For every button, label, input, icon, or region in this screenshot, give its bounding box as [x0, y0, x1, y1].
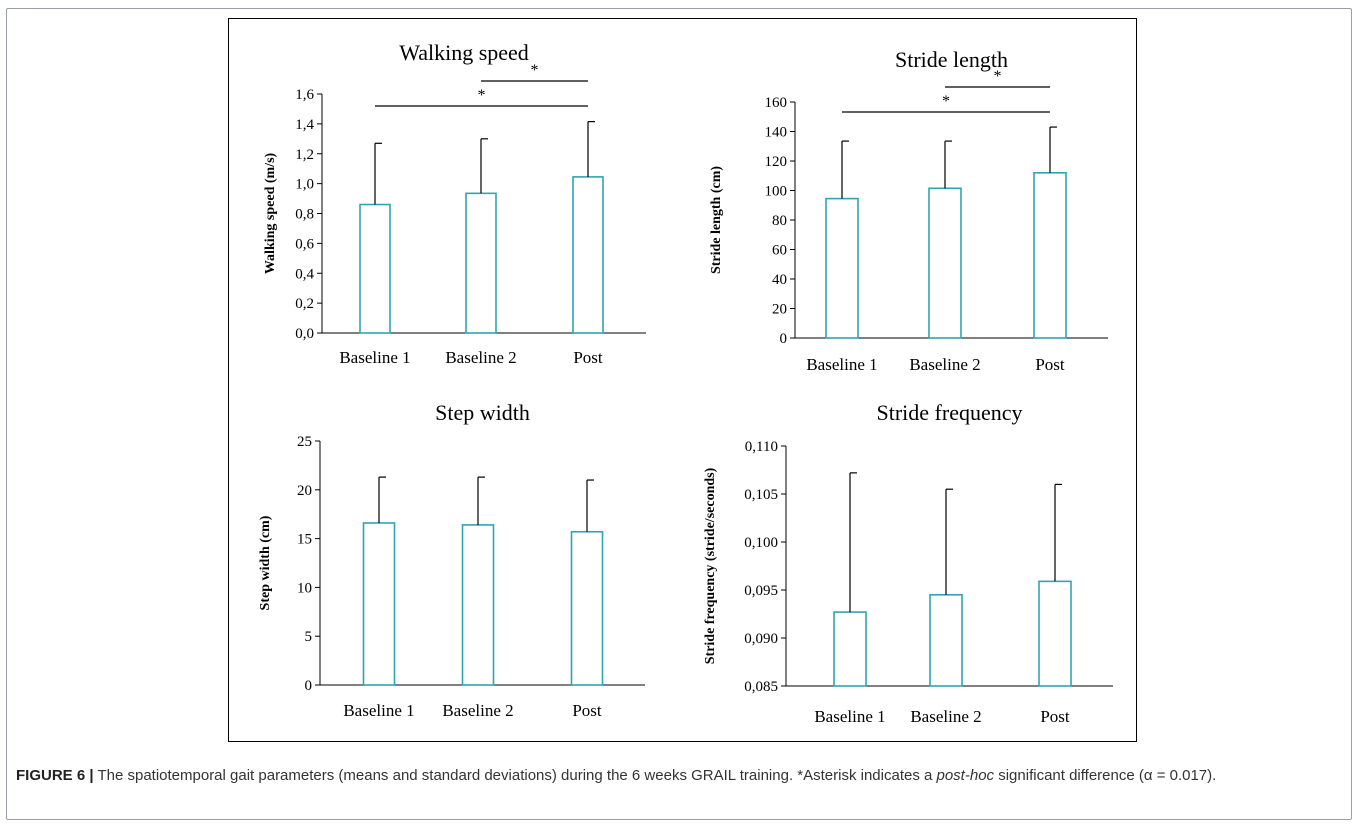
category-label: Baseline 1 — [806, 355, 877, 374]
bar-baseline-1 — [362, 522, 396, 686]
y-tick-label: 0,2 — [295, 296, 314, 312]
bar-post — [1033, 172, 1067, 339]
y-tick-label: 1,4 — [295, 117, 314, 133]
figure-caption: FIGURE 6 | The spatiotemporal gait param… — [16, 765, 1336, 787]
y-axis-label: Walking speed (m/s) — [263, 152, 278, 274]
y-tick-label: 0,105 — [744, 487, 778, 503]
category-label: Baseline 1 — [343, 701, 414, 720]
significance-asterisk: * — [994, 68, 1002, 85]
chart-title: Walking speed — [399, 40, 529, 65]
bar-baseline-1 — [825, 197, 859, 339]
y-tick-label: 0,085 — [744, 679, 778, 695]
significance-asterisk: * — [942, 93, 950, 110]
chart-grid — [228, 18, 1137, 742]
figure-frame — [6, 8, 1352, 820]
figure-label: FIGURE 6 — [16, 767, 86, 784]
bar-baseline-2 — [928, 187, 962, 339]
y-tick-label: 140 — [765, 125, 788, 141]
y-tick-label: 10 — [297, 580, 312, 596]
chart-title: Stride length — [895, 47, 1008, 72]
y-tick-label: 60 — [772, 243, 787, 259]
y-tick-label: 80 — [772, 213, 787, 229]
y-tick-label: 160 — [765, 95, 788, 111]
category-label: Post — [572, 701, 602, 720]
step-width-chart: Step width 0 5 10 15 20 25 Step width (cm) Basel… — [258, 400, 645, 720]
category-label: Baseline 2 — [442, 701, 513, 720]
walking-speed-chart: Walking speed 0,0 0,2 0,4 0,6 0,8 1,0 1,2 1,4 1,6… — [263, 40, 646, 367]
y-tick-label: 20 — [297, 483, 312, 499]
y-axis-label: Stride length (cm) — [709, 166, 724, 274]
y-tick-label: 0,100 — [744, 535, 778, 551]
stride-length-chart: Stride length 0 20 40 60 80 100 120 140 160 Stride… — [709, 47, 1108, 374]
y-axis-label: Stride frequency (stride/seconds) — [703, 467, 718, 664]
category-label: Post — [1040, 707, 1070, 726]
category-label: Baseline 1 — [814, 707, 885, 726]
category-label: Post — [1035, 355, 1065, 374]
y-tick-label: 120 — [765, 154, 788, 170]
y-tick-label: 0 — [305, 678, 313, 694]
y-tick-label: 20 — [772, 302, 787, 318]
stride-frequency-chart: Stride frequency 0,085 0,090 0,095 0,100 0,10… — [703, 400, 1113, 726]
y-tick-label: 0,090 — [744, 631, 778, 647]
bar-baseline-1 — [833, 611, 867, 687]
y-tick-label: 0 — [780, 331, 788, 347]
y-tick-label: 1,2 — [295, 147, 314, 163]
category-label: Baseline 2 — [909, 355, 980, 374]
bar-baseline-1 — [359, 203, 391, 334]
category-label: Baseline 2 — [445, 348, 516, 367]
y-tick-label: 15 — [297, 532, 312, 548]
y-tick-label: 0,0 — [295, 326, 314, 342]
y-tick-label: 100 — [765, 184, 788, 200]
y-tick-label: 1,6 — [295, 87, 314, 103]
y-tick-label: 1,0 — [295, 177, 314, 193]
bar-post — [570, 530, 604, 686]
category-label: Baseline 2 — [910, 707, 981, 726]
y-tick-label: 40 — [772, 272, 787, 288]
bar-post — [572, 176, 604, 334]
y-tick-label: 25 — [297, 434, 312, 450]
figure-label-separator: | — [89, 767, 94, 784]
chart-title: Step width — [435, 400, 530, 425]
y-tick-label: 0,110 — [745, 439, 778, 455]
caption-text-part1: The spatiotemporal gait parameters (mean… — [93, 767, 937, 784]
bar-post — [1038, 580, 1072, 687]
y-tick-label: 0,6 — [295, 236, 314, 252]
y-tick-label: 5 — [305, 629, 313, 645]
category-label: Baseline 1 — [339, 348, 410, 367]
significance-asterisk: * — [478, 87, 486, 104]
caption-text-part2: significant difference (α = 0.017). — [994, 767, 1217, 784]
bar-baseline-2 — [929, 594, 963, 687]
category-label: Post — [573, 348, 603, 367]
caption-text-italic: post-hoc — [936, 767, 995, 784]
y-tick-label: 0,4 — [295, 266, 314, 282]
y-tick-label: 0,8 — [295, 207, 314, 223]
chart-title: Stride frequency — [877, 400, 1023, 425]
bar-baseline-2 — [465, 192, 497, 334]
bar-baseline-2 — [461, 524, 495, 686]
y-axis-label: Step width (cm) — [258, 515, 273, 610]
y-tick-label: 0,095 — [744, 583, 778, 599]
significance-asterisk: * — [531, 62, 539, 79]
